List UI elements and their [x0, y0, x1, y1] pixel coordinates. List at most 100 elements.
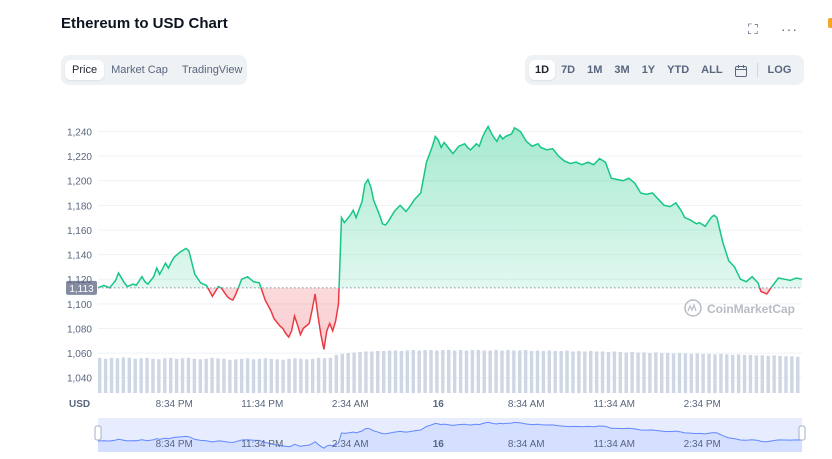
x-tick-label: 8:34 PM: [156, 399, 193, 410]
volume-bar: [512, 350, 516, 393]
volume-bar: [482, 350, 486, 393]
navigator-tick-label: 16: [433, 439, 445, 450]
y-tick-label: 1,060: [67, 349, 92, 360]
volume-bar: [411, 350, 415, 393]
tab-tradingview[interactable]: TradingView: [181, 64, 243, 76]
navigator-tick-label: 8:34 PM: [156, 439, 193, 450]
volume-bar: [594, 351, 599, 393]
volume-bar: [346, 352, 350, 393]
fullscreen-icon[interactable]: ⛶: [748, 21, 758, 37]
volume-bar: [701, 353, 705, 393]
range-all[interactable]: ALL: [701, 64, 723, 76]
navigator-tick-label: 8:34 AM: [508, 439, 545, 450]
volume-bar: [464, 350, 469, 393]
volume-bar: [683, 353, 688, 393]
volume-bar: [559, 350, 563, 393]
x-tick-label: 2:34 AM: [332, 399, 369, 410]
volume-bar: [423, 350, 427, 393]
x-tick-label: 11:34 PM: [241, 399, 283, 410]
watermark-text: CoinMarketCap: [707, 302, 795, 316]
volume-bars: [98, 350, 800, 393]
volume-bar: [358, 351, 362, 393]
volume-bar: [654, 352, 658, 393]
volume-bar: [565, 350, 569, 393]
volume-bar: [163, 358, 167, 393]
volume-bar: [523, 350, 528, 393]
watermark: CoinMarketCap: [684, 299, 795, 317]
volume-bar: [269, 358, 273, 393]
volume-bar: [405, 350, 410, 393]
volume-bar: [180, 358, 185, 393]
area-fill-down: [98, 287, 802, 350]
volume-bar: [222, 358, 226, 393]
volume-bar: [186, 357, 191, 393]
range-1y[interactable]: 1Y: [641, 64, 656, 76]
volume-bar: [174, 358, 179, 393]
volume-bar: [239, 358, 244, 393]
baseline-badge: [66, 280, 97, 295]
volume-bar: [583, 351, 587, 393]
area-fill-up: [98, 126, 802, 288]
volume-bar: [571, 351, 575, 393]
volume-bar: [665, 352, 670, 393]
volume-bar: [778, 355, 782, 393]
volume-bar: [381, 350, 386, 393]
volume-bar: [441, 350, 445, 393]
log-toggle[interactable]: LOG: [767, 64, 792, 76]
range-1m[interactable]: 1M: [587, 64, 603, 76]
volume-bar: [642, 352, 646, 393]
volume-bar: [766, 355, 770, 393]
tab-market-cap[interactable]: Market Cap: [111, 64, 168, 76]
volume-bar: [293, 358, 297, 393]
x-tick-label: 16: [433, 399, 445, 410]
volume-bar: [127, 357, 131, 393]
more-dots-icon[interactable]: ···: [781, 21, 798, 37]
volume-bar: [500, 350, 504, 393]
volume-bar: [648, 352, 652, 393]
navigator-tick-label: 2:34 AM: [332, 439, 369, 450]
volume-bar: [458, 350, 463, 393]
volume-bar: [168, 357, 173, 393]
volume-bar: [103, 358, 108, 393]
volume-bar: [429, 350, 433, 393]
y-tick-label: 1,080: [67, 324, 92, 335]
divider: [756, 63, 758, 77]
y-tick-label: 1,200: [67, 177, 92, 188]
volume-bar: [210, 357, 214, 393]
calendar-icon[interactable]: [734, 64, 747, 77]
volume-bar: [287, 358, 291, 393]
tab-price[interactable]: Price: [65, 60, 105, 80]
range-1d[interactable]: 1D: [529, 60, 556, 80]
volume-bar: [281, 359, 285, 393]
volume-bar: [476, 350, 481, 393]
volume-bar: [488, 350, 492, 393]
volume-bar: [725, 354, 729, 393]
price-line-up: [97, 124, 803, 288]
volume-bar: [547, 350, 552, 393]
volume-bar: [257, 358, 262, 393]
range-3m[interactable]: 3M: [614, 64, 630, 76]
navigator-tick-label: 11:34 PM: [241, 439, 283, 450]
navigator-line: [97, 421, 803, 449]
volume-bar: [541, 350, 546, 393]
volume-bar: [589, 350, 593, 393]
volume-bar: [636, 352, 640, 393]
volume-bar: [417, 350, 421, 393]
range-navigator[interactable]: 8:34 PM 11:34 PM 2:34 AM 16 8:34 AM 11:34 AM 2…: [94, 418, 806, 452]
volume-bar: [204, 358, 208, 393]
volume-bar: [677, 352, 682, 393]
volume-bar: [618, 351, 623, 393]
baseline: 1,113: [66, 280, 802, 295]
range-7d[interactable]: 7D: [561, 64, 576, 76]
range-ytd[interactable]: YTD: [667, 64, 690, 76]
y-tick-label: 1,240: [67, 127, 92, 138]
y-tick-label: 1,100: [67, 300, 92, 311]
y-axis: 1,040 1,060 1,080 1,100 1,120 1,140 1,160 1,180…: [67, 127, 92, 384]
volume-bar: [452, 350, 457, 393]
volume-bar: [736, 354, 741, 393]
volume-bar: [689, 353, 694, 393]
volume-bar: [624, 352, 628, 393]
volume-bar: [251, 359, 256, 393]
volume-bar: [790, 356, 794, 393]
